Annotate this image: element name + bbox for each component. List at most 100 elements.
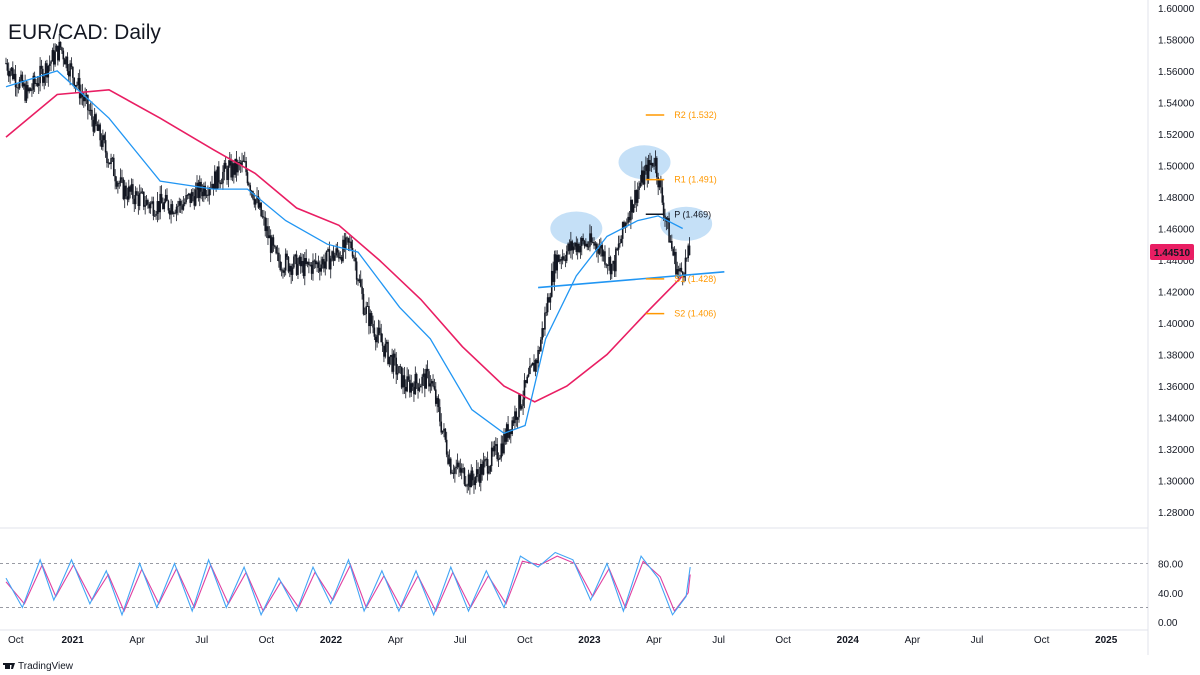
candle: [490, 441, 493, 472]
candle: [110, 153, 112, 170]
candle-body: [66, 56, 69, 72]
candle-body: [265, 226, 268, 232]
candle: [222, 165, 224, 190]
candle-body: [80, 93, 82, 99]
neckline-trendline[interactable]: [538, 271, 725, 289]
candle-body: [168, 210, 171, 215]
candle-body: [155, 213, 157, 216]
candle-body: [267, 226, 269, 239]
candle: [305, 249, 307, 266]
candle-body: [243, 161, 246, 162]
candle: [126, 187, 129, 206]
candle: [12, 61, 14, 81]
tradingview-logo-icon: [3, 663, 15, 669]
candle: [320, 256, 322, 276]
candle-body: [63, 59, 66, 65]
candle-body: [205, 194, 208, 196]
candle-body: [385, 341, 388, 344]
time-tick-label: 2021: [61, 635, 84, 646]
candle-body: [54, 51, 56, 65]
time-scale[interactable]: Oct 2021 Apr Jul Oct 2022 Apr Jul Oct 2023 Apr Jul O…: [8, 635, 1118, 646]
candle: [215, 169, 217, 192]
candle-body: [632, 204, 635, 213]
candle-body: [548, 297, 550, 303]
price-scale[interactable]: 1.60000 1.58000 1.56000 1.54000 1.52000 1.500…: [1158, 4, 1195, 519]
candle-body: [178, 201, 181, 206]
candle: [278, 247, 280, 268]
candle-body: [62, 50, 65, 60]
candle: [481, 459, 483, 481]
candle: [163, 198, 166, 212]
candle: [585, 238, 587, 248]
candle: [9, 68, 11, 84]
candle: [252, 190, 254, 201]
candle-body: [418, 387, 421, 391]
candle: [88, 104, 91, 115]
candle: [510, 429, 512, 444]
candle-body: [497, 459, 500, 460]
candle: [488, 465, 490, 475]
price-tick-label: 1.30000: [1158, 477, 1195, 488]
candle: [613, 255, 616, 278]
candle-body: [347, 238, 350, 243]
candle: [66, 52, 69, 76]
candle: [141, 188, 144, 195]
candle: [675, 248, 677, 277]
candle: [444, 428, 447, 443]
candle: [178, 197, 181, 213]
candle: [267, 218, 269, 245]
candle: [301, 253, 303, 273]
candle-body: [218, 166, 220, 183]
candle: [645, 156, 647, 175]
candle-body: [473, 480, 475, 486]
candle-body: [546, 297, 549, 313]
candle: [500, 435, 503, 462]
candle-body: [208, 189, 211, 196]
candle: [72, 66, 74, 87]
candle-body: [181, 205, 183, 210]
pivot-levels: R2 (1.532) R1 (1.491) P (1.469) S1 (1.428) S…: [645, 110, 717, 319]
candle-body: [283, 270, 286, 273]
candle: [245, 156, 247, 176]
candle-body: [395, 357, 398, 375]
candle: [293, 254, 295, 269]
candle-body: [6, 63, 9, 71]
candle: [635, 189, 638, 212]
candle: [676, 261, 679, 278]
candle: [99, 122, 101, 147]
candle-body: [451, 472, 453, 474]
candle-body: [615, 248, 617, 272]
candle-body: [527, 374, 530, 377]
candle: [638, 180, 640, 200]
candle-body: [91, 109, 93, 120]
price-tick-label: 1.56000: [1158, 67, 1195, 78]
candle-body: [219, 182, 222, 184]
candle-body: [179, 201, 182, 206]
candle: [440, 413, 443, 435]
candle-body: [394, 353, 396, 358]
candle-body: [649, 160, 651, 166]
candle-body: [201, 191, 204, 197]
candle: [535, 358, 538, 373]
candle: [484, 455, 486, 468]
candle-body: [571, 241, 574, 251]
candle-body: [67, 71, 70, 77]
candle-body: [520, 405, 523, 409]
pivot-label: S2 (1.406): [674, 309, 716, 319]
candle-body: [170, 204, 172, 215]
candle-body: [421, 376, 423, 386]
candle: [380, 323, 383, 343]
candle-body: [134, 191, 137, 205]
candle: [29, 87, 32, 92]
candle-body: [544, 312, 546, 330]
candle: [308, 258, 310, 274]
candle: [572, 242, 575, 254]
candle-body: [129, 186, 131, 192]
candle: [31, 83, 33, 97]
candle: [13, 69, 15, 81]
candle: [211, 175, 213, 190]
candle-body: [269, 235, 272, 253]
candle: [77, 72, 80, 90]
candle-body: [245, 161, 247, 173]
candle: [561, 249, 564, 265]
